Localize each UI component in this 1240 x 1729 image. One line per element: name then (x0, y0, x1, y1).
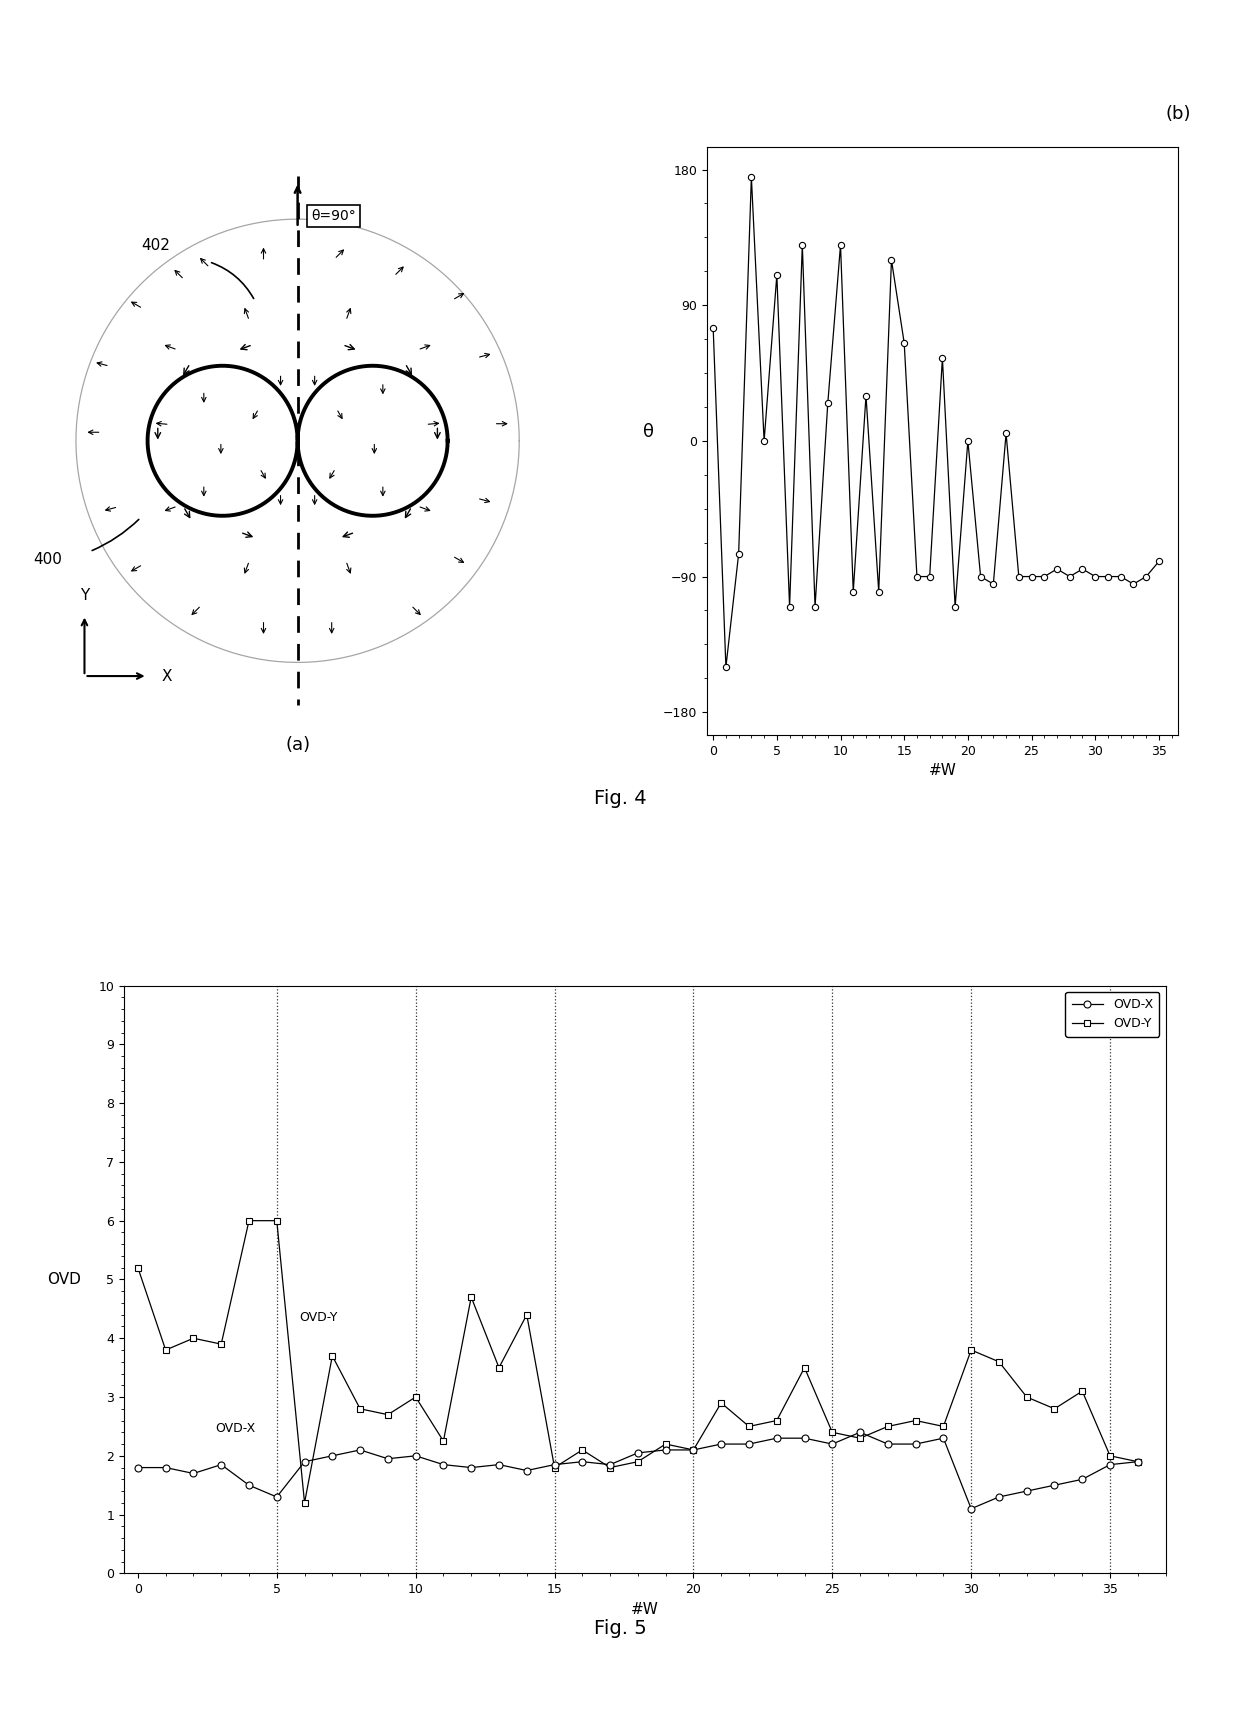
Text: (a): (a) (285, 737, 310, 754)
Text: OVD-Y: OVD-Y (299, 1311, 337, 1324)
Text: Fig. 4: Fig. 4 (594, 788, 646, 807)
X-axis label: #W: #W (631, 1601, 658, 1617)
Text: X: X (161, 669, 171, 683)
Text: Fig. 5: Fig. 5 (594, 1618, 646, 1637)
Y-axis label: θ: θ (644, 424, 655, 441)
X-axis label: #W: #W (929, 762, 956, 778)
Text: θ=90°: θ=90° (311, 209, 356, 223)
Y-axis label: OVD: OVD (47, 1273, 81, 1286)
Text: 400: 400 (33, 552, 62, 567)
Text: OVD-X: OVD-X (216, 1423, 255, 1435)
Legend: OVD-X, OVD-Y: OVD-X, OVD-Y (1065, 992, 1159, 1036)
Text: (b): (b) (1166, 105, 1190, 123)
Text: Y: Y (79, 588, 89, 603)
Text: 402: 402 (141, 239, 170, 252)
